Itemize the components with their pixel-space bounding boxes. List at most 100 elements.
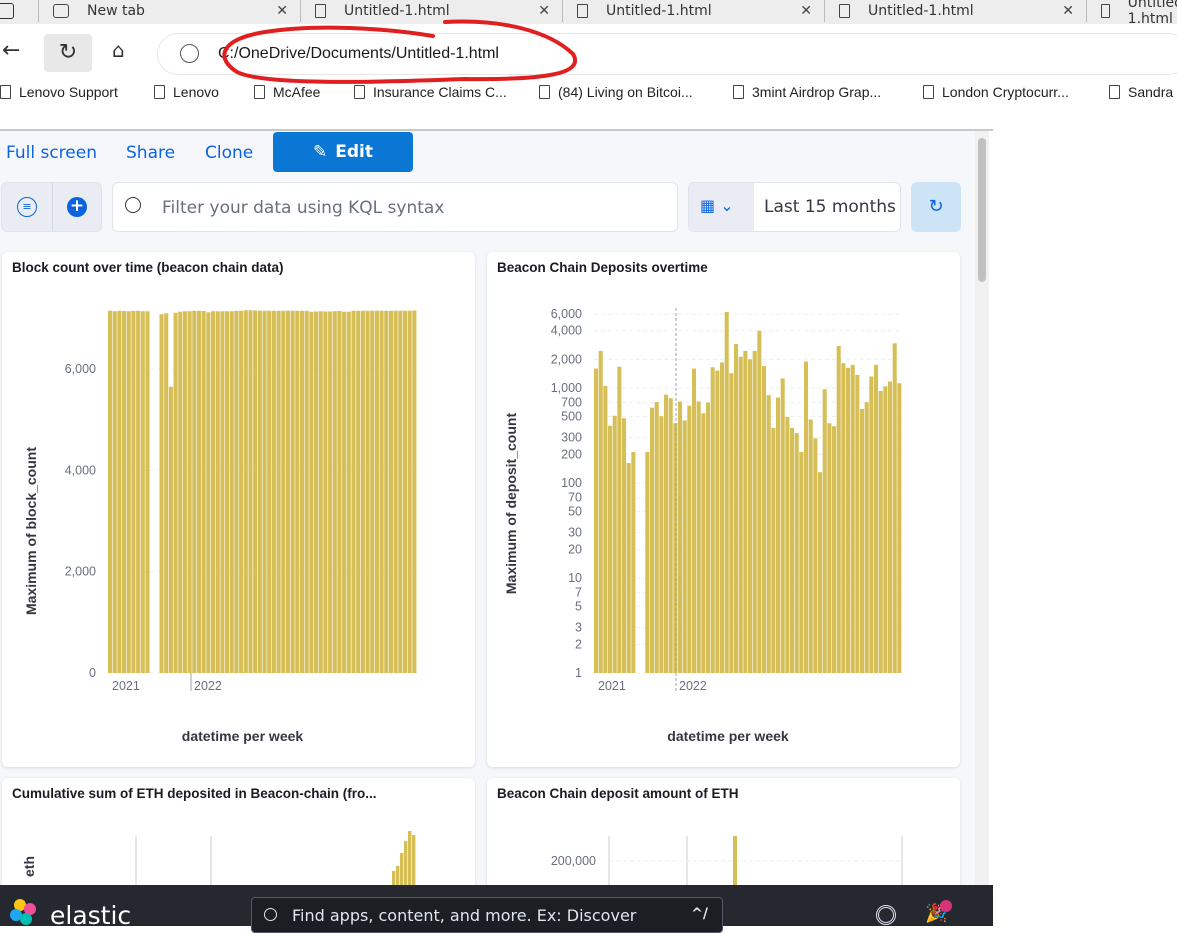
bookmark-label: London Cryptocurr... — [942, 84, 1069, 100]
notification-badge — [940, 900, 952, 912]
bar — [668, 398, 673, 673]
bar — [841, 363, 846, 673]
bar — [393, 310, 398, 673]
y-tick-label: 10 — [568, 571, 582, 585]
refresh-button[interactable]: ↻ — [911, 182, 961, 232]
bar — [762, 366, 767, 673]
bar — [126, 311, 131, 673]
tab-new-tab[interactable]: New tab ✕ — [38, 0, 300, 22]
date-picker[interactable]: ▦ ⌄ Last 15 months — [688, 182, 901, 232]
filter-menu-icon[interactable]: ≡ — [17, 197, 37, 217]
bookmark-item[interactable]: London Cryptocurr... — [923, 84, 1069, 100]
calendar-icon[interactable]: ▦ ⌄ — [689, 183, 754, 231]
bookmark-label: Lenovo Support — [19, 84, 118, 100]
red-annotation-circle — [222, 19, 577, 84]
file-icon — [1109, 85, 1120, 99]
bookmark-item[interactable]: Lenovo Support — [0, 84, 118, 100]
url-field[interactable] — [158, 34, 1177, 74]
bar — [701, 413, 706, 673]
search-icon — [125, 197, 141, 213]
bar — [392, 871, 396, 885]
panel-title: Beacon Chain Deposits overtime — [497, 260, 708, 275]
full-screen-link[interactable]: Full screen — [6, 143, 97, 163]
tab-actions-icon[interactable] — [0, 3, 14, 19]
x-axis-title: datetime per week — [667, 728, 789, 744]
close-tab-icon[interactable]: ✕ — [1062, 3, 1074, 19]
tab-favicon-icon — [53, 4, 69, 18]
bar — [402, 310, 408, 673]
kql-search-input[interactable]: Filter your data using KQL syntax — [112, 182, 678, 232]
bar — [267, 310, 272, 673]
bar — [892, 343, 897, 673]
bar — [757, 330, 762, 673]
bookmark-item[interactable]: (84) Living on Bitcoi... — [539, 84, 693, 100]
elastic-logo-text[interactable]: elastic — [50, 901, 132, 930]
bar — [351, 310, 356, 673]
bookmark-item[interactable]: Sandra — [1109, 84, 1173, 100]
scrollbar[interactable] — [975, 131, 989, 885]
y-axis-title: Maximum of block_count — [23, 447, 39, 615]
bar — [220, 311, 225, 673]
bar — [860, 409, 865, 673]
bar — [617, 366, 622, 673]
tab-label: New tab — [87, 3, 145, 19]
time-range-label[interactable]: Last 15 months — [764, 197, 896, 217]
bar — [715, 370, 720, 673]
bookmark-item[interactable]: McAfee — [254, 84, 320, 100]
bar — [299, 310, 305, 673]
clone-link[interactable]: Clone — [205, 143, 254, 163]
tab-untitled[interactable]: Untitled-1.html ✕ — [300, 0, 562, 22]
bar — [323, 311, 328, 673]
bar — [818, 472, 823, 673]
url-text[interactable]: C:/OneDrive/Documents/Untitled-1.html — [218, 45, 499, 62]
bar — [370, 310, 375, 673]
file-icon — [839, 4, 850, 18]
close-tab-icon[interactable]: ✕ — [800, 3, 812, 19]
tab-untitled[interactable]: Untitled-1.html ✕ — [824, 0, 1086, 22]
search-placeholder: Filter your data using KQL syntax — [162, 198, 445, 218]
bar — [659, 416, 664, 673]
file-icon — [254, 85, 265, 99]
bar — [626, 463, 631, 673]
share-link[interactable]: Share — [126, 143, 176, 163]
bookmark-item[interactable]: 3mint Airdrop Grap... — [733, 84, 881, 100]
global-search-input[interactable]: Find apps, content, and more. Ex: Discov… — [251, 897, 723, 933]
bar — [622, 418, 627, 673]
close-tab-icon[interactable]: ✕ — [276, 3, 288, 19]
bar — [720, 362, 725, 673]
add-filter-icon[interactable]: + — [67, 197, 87, 217]
y-tick-label: 6,000 — [65, 362, 96, 376]
elastic-logo-icon[interactable] — [10, 899, 40, 929]
tab-untitled[interactable]: Untitled-1.html ✕ — [562, 0, 824, 22]
close-tab-icon[interactable]: ✕ — [538, 3, 550, 19]
help-icon[interactable] — [876, 905, 896, 925]
bookmark-item[interactable]: Insurance Claims C... — [354, 84, 507, 100]
y-tick-label: 0 — [89, 666, 96, 680]
bar — [673, 423, 678, 673]
bar — [696, 401, 701, 673]
bar — [780, 378, 785, 673]
bar — [178, 311, 183, 673]
file-icon — [354, 85, 365, 99]
bar — [729, 373, 734, 673]
bookmark-item[interactable]: Lenovo — [154, 84, 219, 100]
bar — [790, 427, 795, 673]
reload-icon[interactable]: ↻ — [44, 34, 92, 72]
bar — [404, 841, 408, 885]
bar — [239, 310, 244, 673]
x-axis-title: datetime per week — [182, 728, 304, 744]
y-tick-label: 6,000 — [551, 307, 582, 321]
bar — [682, 420, 687, 673]
scrollbar-thumb[interactable] — [978, 138, 986, 282]
bar — [785, 416, 790, 673]
bar — [748, 359, 753, 673]
edit-button[interactable]: ✎ Edit — [273, 132, 413, 172]
bar — [813, 438, 818, 673]
divider — [52, 183, 53, 231]
panel-title: Cumulative sum of ETH deposited in Beaco… — [12, 786, 377, 801]
y-tick-label: 500 — [561, 410, 582, 424]
bar — [692, 368, 697, 673]
back-icon[interactable]: ← — [2, 38, 21, 63]
tab-untitled[interactable]: Untitled-1.html — [1086, 0, 1177, 27]
home-icon[interactable]: ⌂ — [112, 38, 125, 62]
